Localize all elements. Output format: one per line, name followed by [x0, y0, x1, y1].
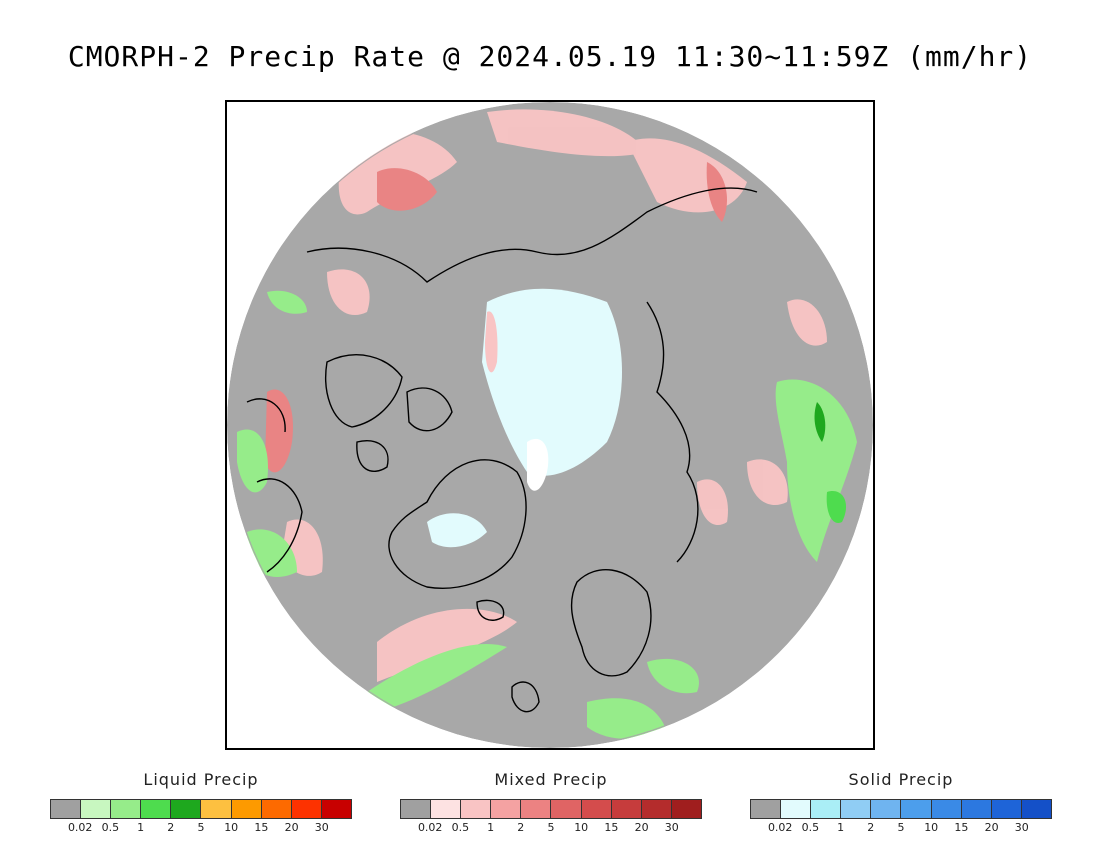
legend-tick-label: 2: [167, 821, 175, 834]
legend-tick-label: 0.02: [767, 821, 793, 834]
legend-swatch: [201, 800, 232, 818]
legend-tick-label: 10: [574, 821, 589, 834]
legend-tick-label: 0.02: [417, 821, 443, 834]
legend-tick-label: 30: [664, 821, 679, 834]
legend-ticks: 0.02 0.5 1 2 5 10 15 20 30: [750, 821, 1052, 835]
legend-tick-label: 10: [224, 821, 239, 834]
legend-swatch: [141, 800, 172, 818]
legend-title: Mixed Precip: [494, 770, 608, 789]
liquid-precip-areas: [237, 290, 857, 739]
legend-liquid: Liquid Precip 0.02 0.5 1 2 5 10 15 20 30: [50, 770, 352, 835]
legend-swatch: [961, 800, 992, 818]
legend-tick-label: 15: [604, 821, 619, 834]
legend-swatch: [491, 800, 522, 818]
legend-swatch: [431, 800, 462, 818]
legend-swatch: [461, 800, 492, 818]
legend-tick-label: 0.5: [801, 821, 820, 834]
legend-tick-label: 1: [137, 821, 145, 834]
legend-tick-label: 30: [314, 821, 329, 834]
map-frame: [225, 100, 875, 750]
legend-tick-label: 0.5: [101, 821, 120, 834]
legend-swatch: [261, 800, 292, 818]
legend-solid: Solid Precip 0.02 0.5 1 2 5 10 15 20 30: [750, 770, 1052, 835]
legend-tick-label: 5: [547, 821, 555, 834]
legend-colorbar: [750, 799, 1052, 819]
legend-swatch: [81, 800, 112, 818]
legend-title: Liquid Precip: [143, 770, 259, 789]
legend-swatch: [611, 800, 642, 818]
legend-swatch: [751, 800, 782, 818]
legend-swatch: [811, 800, 842, 818]
legend-swatch: [401, 800, 432, 818]
legend-swatch: [901, 800, 932, 818]
legend-swatch: [841, 800, 872, 818]
legend-swatch: [231, 800, 262, 818]
map-title: CMORPH-2 Precip Rate @ 2024.05.19 11:30~…: [67, 40, 1033, 73]
legend-tick-label: 1: [487, 821, 495, 834]
legend-swatch: [111, 800, 142, 818]
legend-tick-label: 10: [924, 821, 939, 834]
legend-colorbar: [50, 799, 352, 819]
legend-swatch: [931, 800, 962, 818]
legend-swatch: [51, 800, 82, 818]
legend-tick-label: 15: [954, 821, 969, 834]
legend-ticks: 0.02 0.5 1 2 5 10 15 20 30: [400, 821, 702, 835]
solid-precip-areas: [427, 288, 622, 548]
legend-swatch: [1021, 800, 1051, 818]
legend-swatch: [551, 800, 582, 818]
legend-tick-label: 2: [867, 821, 875, 834]
legend-tick-label: 0.02: [67, 821, 93, 834]
coastlines: [246, 187, 758, 713]
legend-colorbar: [400, 799, 702, 819]
legend-tick-label: 20: [634, 821, 649, 834]
legend-swatch: [521, 800, 552, 818]
legend-swatch: [671, 800, 701, 818]
legend-tick-label: 0.5: [451, 821, 470, 834]
legend-swatch: [291, 800, 322, 818]
legend-swatch: [321, 800, 351, 818]
legend-mixed: Mixed Precip 0.02 0.5 1 2 5 10 15 20 30: [400, 770, 702, 835]
legend-swatch: [641, 800, 672, 818]
legend-swatch: [781, 800, 812, 818]
legend-tick-label: 15: [254, 821, 269, 834]
legend-ticks: 0.02 0.5 1 2 5 10 15 20 30: [50, 821, 352, 835]
map-disc-edge: [227, 102, 873, 748]
legend-tick-label: 20: [984, 821, 999, 834]
legend-swatch: [581, 800, 612, 818]
legend-swatch: [171, 800, 202, 818]
legend-swatch: [871, 800, 902, 818]
legend-tick-label: 20: [284, 821, 299, 834]
legend-tick-label: 5: [897, 821, 905, 834]
polar-precip-map: [227, 102, 873, 748]
legend-swatch: [991, 800, 1022, 818]
legend-tick-label: 5: [197, 821, 205, 834]
legend-tick-label: 1: [837, 821, 845, 834]
legend-tick-label: 2: [517, 821, 525, 834]
legend-title: Solid Precip: [848, 770, 954, 789]
legend-tick-label: 30: [1014, 821, 1029, 834]
